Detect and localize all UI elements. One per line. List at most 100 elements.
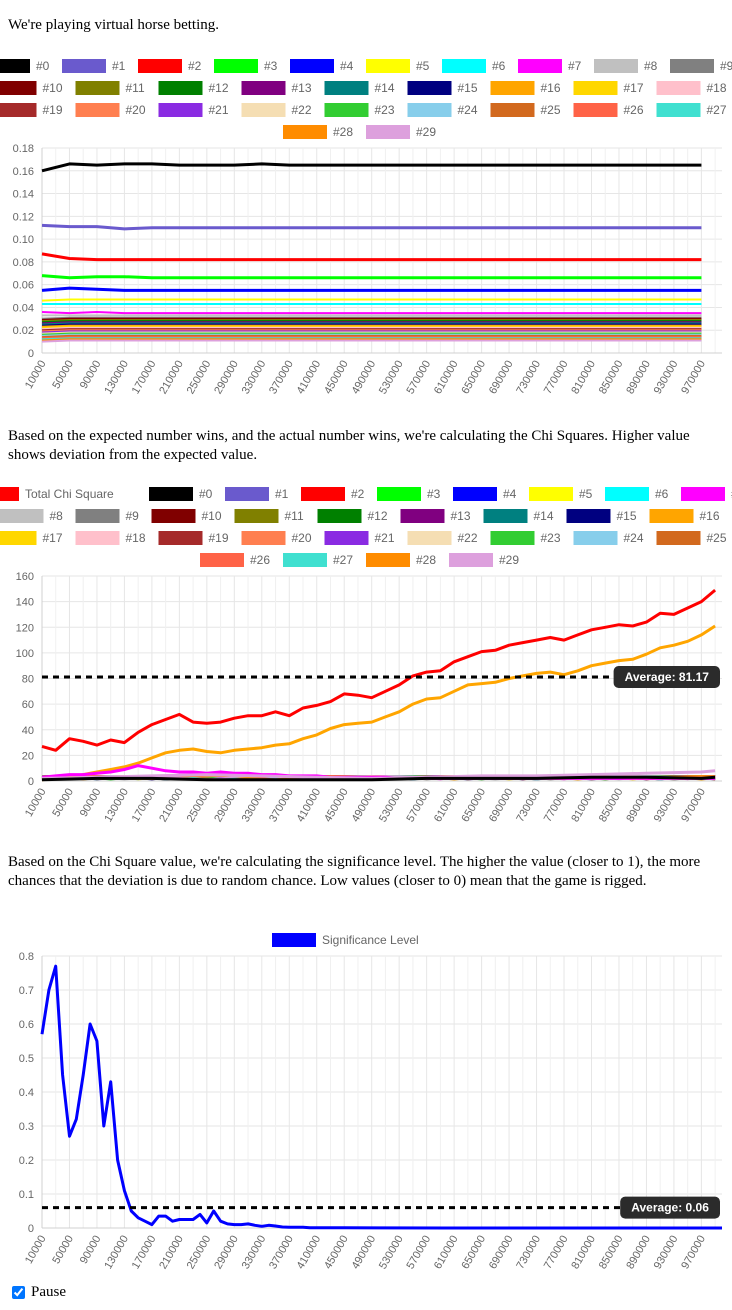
legend-swatch: [225, 487, 269, 501]
legend-label: #17: [43, 531, 63, 545]
series-line--20: [41, 329, 702, 333]
legend-label: #6: [492, 59, 506, 73]
legend-swatch: [158, 81, 203, 95]
legend-item: #24: [573, 531, 644, 545]
legend-item: #3: [214, 59, 278, 73]
x-tick-label: 810000: [569, 359, 598, 397]
x-tick-label: 610000: [432, 787, 461, 825]
legend-swatch: [566, 509, 611, 523]
legend-label: #10: [202, 509, 222, 523]
legend-item: #15: [407, 81, 478, 95]
legend-label: #2: [351, 487, 365, 501]
series-line--22: [41, 331, 702, 335]
pause-checkbox[interactable]: [12, 1286, 25, 1299]
legend-item: #0: [149, 487, 213, 501]
legend-item: #3: [377, 487, 441, 501]
legend-label: #11: [126, 81, 145, 95]
legend-label: #23: [541, 531, 561, 545]
legend-label: #6: [655, 487, 669, 501]
x-tick-label: 930000: [652, 359, 681, 397]
legend-item: #13: [400, 509, 471, 523]
legend-swatch: [151, 509, 196, 523]
legend-item: #27: [283, 553, 353, 567]
legend-label: #16: [700, 509, 720, 523]
series-line--5: [41, 298, 702, 302]
x-tick-label: 10000: [23, 787, 49, 819]
legend-label: #29: [416, 125, 436, 139]
x-tick-label: 530000: [377, 787, 406, 825]
legend-swatch: [670, 59, 714, 73]
average-label: Average: 0.06: [620, 1196, 720, 1219]
y-tick-label: 0.10: [13, 234, 34, 246]
legend-item: #14: [324, 81, 395, 95]
y-tick-label: 0.4: [19, 1087, 34, 1099]
y-tick-label: 0.5: [19, 1053, 34, 1065]
legend-swatch: [301, 487, 345, 501]
legend-item: #13: [241, 81, 312, 95]
legend-item: Total Chi Square: [0, 487, 114, 501]
legend-item: #14: [483, 509, 554, 523]
legend-item: #29: [449, 553, 519, 567]
legend-label: #17: [624, 81, 644, 95]
x-tick-label: 290000: [212, 787, 241, 825]
legend-label: #19: [209, 531, 229, 545]
series-group: [40, 964, 722, 1230]
y-tick-label: 0.8: [19, 951, 34, 963]
x-tick-label: 170000: [130, 359, 159, 397]
x-tick-label: 90000: [78, 787, 104, 819]
legend-label: #27: [707, 103, 727, 117]
legend-swatch: [573, 531, 618, 545]
legend-label: #12: [209, 81, 229, 95]
legend-swatch: [75, 531, 120, 545]
intro-paragraph: We're playing virtual horse betting.: [8, 17, 220, 33]
x-tick-label: 370000: [267, 359, 296, 397]
legend-swatch: [605, 487, 649, 501]
legend-swatch: [75, 103, 120, 117]
legend-item: #20: [75, 103, 146, 117]
y-tick-label: 0.2: [19, 1155, 34, 1167]
legend-swatch: [283, 125, 327, 139]
x-tick-label: 490000: [350, 359, 379, 397]
legend-label: #4: [503, 487, 517, 501]
legend-label: #12: [368, 509, 388, 523]
x-tick-label: 330000: [240, 787, 269, 825]
x-tick-label: 730000: [514, 359, 543, 397]
pause-label: Pause: [31, 1284, 66, 1300]
legend-item: #20: [241, 531, 312, 545]
legend-swatch: [158, 531, 203, 545]
series-line--16: [41, 324, 702, 328]
x-tick-label: 890000: [624, 359, 653, 397]
legend-item: #7: [681, 487, 732, 501]
x-tick-label: 170000: [130, 1234, 159, 1272]
legend-swatch: [75, 509, 120, 523]
x-tick-label: 410000: [295, 787, 324, 825]
y-tick-label: 0.18: [13, 143, 34, 155]
legend-swatch: [573, 103, 618, 117]
y-tick-label: 0.04: [13, 302, 34, 314]
y-tick-label: 120: [16, 622, 34, 634]
x-tick-label: 570000: [404, 787, 433, 825]
series-group: [41, 162, 702, 343]
x-tick-label: 250000: [185, 1234, 214, 1272]
legend-item: #21: [158, 103, 229, 117]
y-tick-label: 0.12: [13, 211, 34, 223]
legend-swatch: [573, 81, 618, 95]
x-tick-label: 210000: [157, 787, 186, 825]
legend-label: #0: [199, 487, 213, 501]
legend-item: #19: [158, 531, 229, 545]
x-tick-label: 690000: [487, 1234, 516, 1272]
legend-swatch: [158, 103, 203, 117]
legend-label: #26: [250, 553, 270, 567]
chi-square-paragraph: Based on the expected number wins, and t…: [8, 428, 690, 463]
pause-control[interactable]: Pause: [12, 1284, 66, 1301]
series-line--3: [41, 274, 702, 280]
legend-swatch: [490, 81, 535, 95]
legend-item: #1: [225, 487, 289, 501]
legend-item: #6: [605, 487, 669, 501]
legend-swatch: [407, 103, 452, 117]
legend-swatch: [681, 487, 725, 501]
legend-label: #22: [292, 103, 312, 117]
legend-swatch: [214, 59, 258, 73]
legend-label: #21: [375, 531, 395, 545]
x-tick-label: 770000: [542, 359, 571, 397]
